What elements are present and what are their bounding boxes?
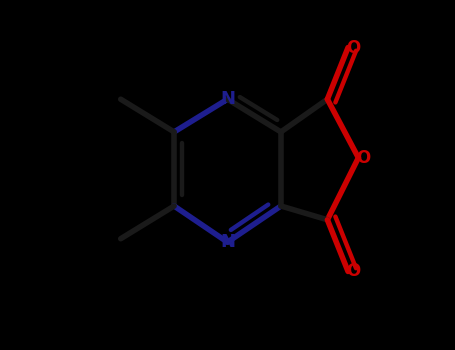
Text: O: O [346, 262, 360, 280]
Text: N: N [220, 233, 235, 251]
Text: N: N [220, 90, 235, 108]
Text: O: O [356, 149, 371, 167]
Text: O: O [346, 38, 360, 57]
